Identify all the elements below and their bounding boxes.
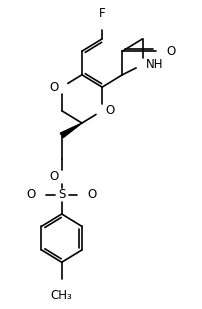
Text: O: O	[49, 171, 58, 184]
Text: NH: NH	[146, 58, 163, 71]
Text: O: O	[49, 81, 58, 94]
Text: F: F	[99, 7, 105, 20]
Polygon shape	[60, 123, 82, 138]
Text: O: O	[166, 45, 175, 58]
Text: O: O	[105, 104, 115, 117]
Text: CH₃: CH₃	[51, 289, 73, 302]
Text: O: O	[87, 188, 97, 201]
Text: S: S	[58, 188, 65, 201]
Text: O: O	[27, 188, 36, 201]
